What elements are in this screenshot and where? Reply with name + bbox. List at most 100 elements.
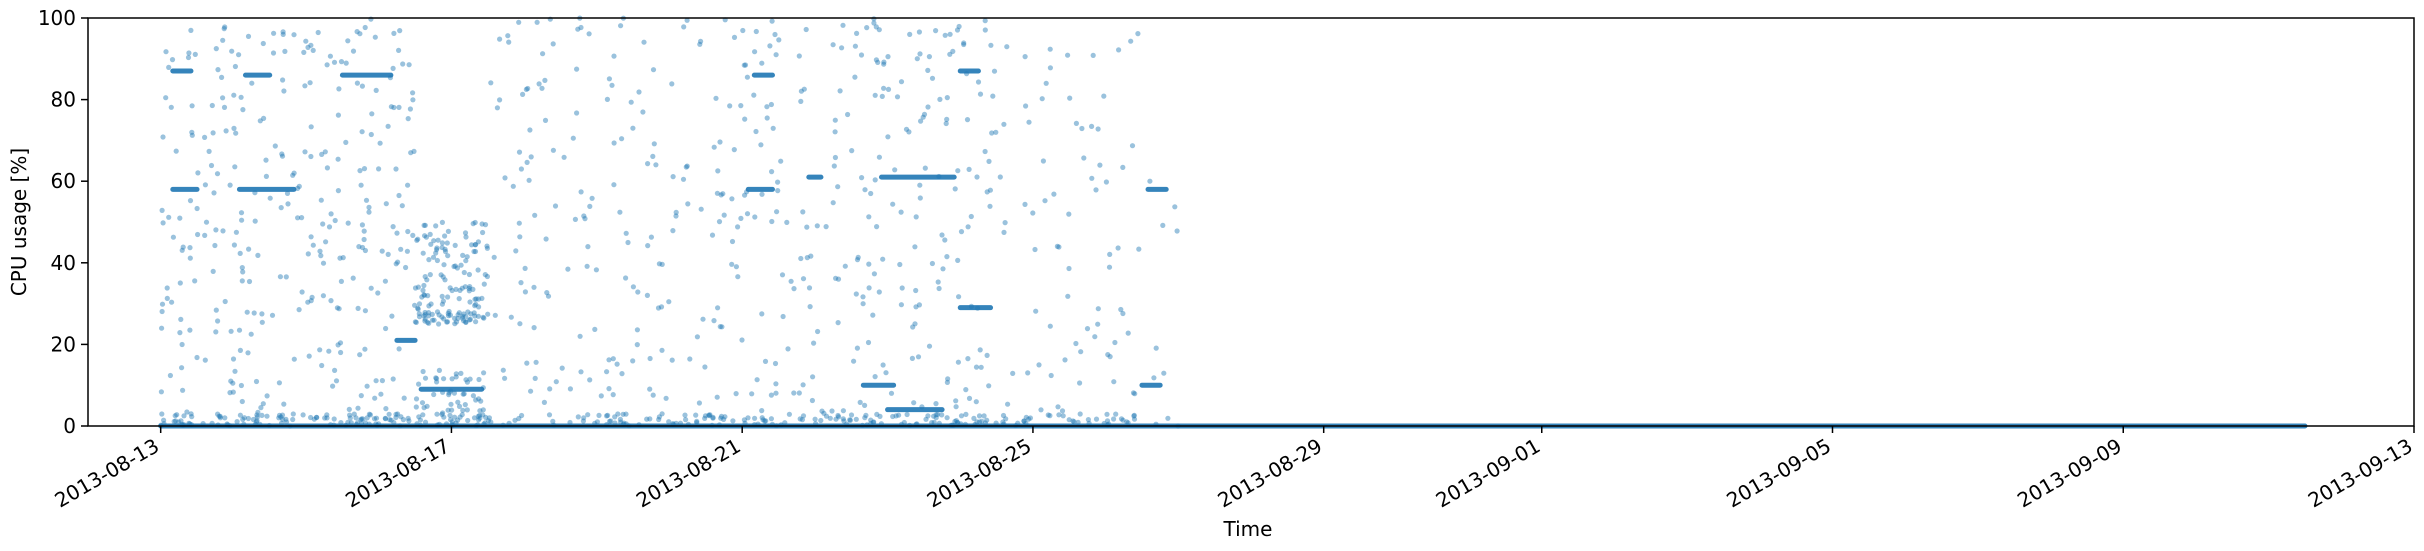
data-point (641, 39, 647, 45)
data-point (1120, 417, 1126, 423)
data-point (449, 376, 455, 382)
data-point (361, 166, 368, 172)
data-point (693, 412, 699, 418)
data-point (581, 213, 587, 219)
data-point (952, 418, 958, 425)
data-point (620, 411, 626, 417)
data-point (172, 413, 178, 419)
data-point (1095, 306, 1101, 312)
data-point (860, 294, 866, 300)
data-point (759, 60, 765, 66)
data-point (385, 251, 391, 257)
data-point (213, 307, 219, 313)
data-point (451, 390, 457, 396)
data-point (669, 357, 675, 363)
data-point (890, 201, 896, 207)
data-point (1113, 411, 1119, 417)
data-point (524, 360, 530, 366)
data-point (939, 232, 945, 238)
data-point (427, 272, 433, 278)
data-point (945, 376, 951, 382)
data-point (425, 319, 431, 325)
data-point (877, 413, 883, 419)
data-point (442, 233, 448, 239)
data-point (659, 411, 665, 417)
data-point (854, 345, 861, 351)
data-point (944, 254, 950, 260)
data-point (656, 261, 663, 267)
data-point (532, 212, 538, 218)
data-point (731, 147, 737, 153)
data-point (903, 126, 910, 132)
data-point (1120, 164, 1126, 170)
data-point (388, 417, 394, 423)
data-point (956, 294, 962, 300)
data-point (434, 309, 441, 315)
data-point (673, 213, 679, 219)
data-point (544, 290, 550, 296)
data-point (589, 195, 595, 201)
data-point (849, 148, 855, 154)
data-point (531, 284, 537, 290)
data-point (482, 222, 489, 228)
data-point (550, 147, 557, 153)
data-point (271, 30, 277, 36)
data-point (299, 289, 305, 295)
data-point (617, 209, 623, 215)
data-point (463, 234, 469, 240)
data-point (866, 214, 872, 220)
data-point (804, 224, 810, 230)
data-point (574, 110, 580, 116)
data-point (561, 154, 567, 160)
data-point (328, 298, 334, 304)
data-point (508, 314, 514, 320)
data-point (753, 128, 759, 135)
data-point (228, 328, 234, 334)
data-point (841, 418, 847, 424)
data-point (953, 404, 959, 410)
data-point (463, 319, 469, 325)
data-point (913, 304, 919, 310)
data-point (177, 330, 183, 336)
data-point (364, 383, 370, 389)
data-point (382, 278, 388, 284)
data-point (463, 319, 469, 325)
data-point (840, 416, 846, 422)
data-point (581, 415, 587, 421)
data-point (475, 313, 481, 319)
data-point (885, 54, 891, 60)
data-point (681, 24, 687, 30)
data-point (180, 387, 186, 393)
data-point (471, 310, 477, 316)
data-point (611, 182, 617, 188)
data-point (458, 262, 464, 268)
data-point (585, 244, 591, 250)
data-point (445, 294, 451, 300)
data-point (778, 158, 784, 164)
data-point (516, 149, 523, 155)
data-point (169, 57, 176, 63)
data-point (315, 29, 321, 36)
data-point (434, 245, 440, 251)
data-point (480, 314, 486, 320)
data-point (1132, 391, 1138, 397)
data-point (909, 355, 916, 361)
data-point (559, 365, 565, 371)
data-point (173, 418, 179, 424)
data-point (1033, 308, 1039, 314)
data-point (700, 316, 706, 322)
data-point (318, 253, 324, 259)
data-point (471, 248, 477, 255)
data-point (428, 241, 434, 247)
data-point (862, 187, 868, 193)
data-point (572, 216, 579, 222)
data-point (862, 402, 868, 408)
data-point (336, 306, 342, 312)
data-point (518, 280, 524, 286)
data-point (441, 316, 447, 322)
data-point (1023, 103, 1029, 109)
data-point (221, 26, 227, 32)
data-point (189, 103, 195, 109)
data-point (630, 125, 636, 131)
data-point (400, 61, 406, 67)
